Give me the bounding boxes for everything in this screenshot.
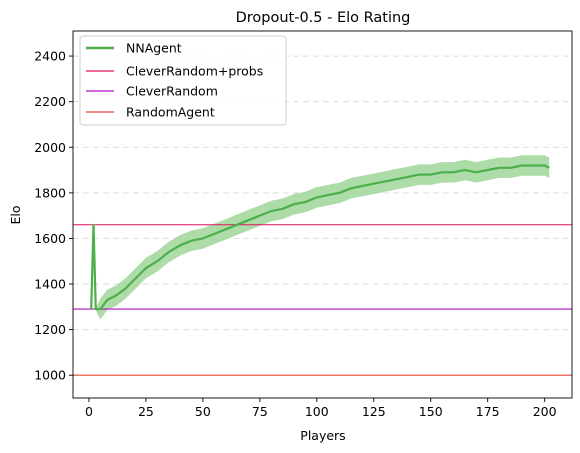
x-tick-label-200: 200 [533,404,557,419]
nnagent-line [90,164,550,311]
y-axis-ticks: 1000 1200 1400 1600 1800 2000 2200 2400 [34,49,73,383]
x-axis-title: Players [300,428,345,443]
legend-box [79,35,287,126]
y-tick-label-1800: 1800 [34,185,66,200]
nnagent-confidence-band [91,155,550,320]
legend-label-randomagent: RandomAgent [126,105,215,120]
x-tick-label-25: 25 [138,404,154,419]
x-tick-label-100: 100 [305,404,329,419]
x-tick-label-0: 0 [85,404,93,419]
legend: NNAgent CleverRandom+probs CleverRandom … [79,35,287,126]
y-tick-label-2400: 2400 [34,49,66,64]
x-axis-ticks: 0 25 50 75 100 125 150 175 200 [85,398,557,419]
y-tick-label-2000: 2000 [34,140,66,155]
nnagent-band [91,155,550,320]
y-tick-label-2200: 2200 [34,94,66,109]
legend-label-nnagent: NNAgent [126,41,182,56]
baseline-lines [73,224,572,376]
legend-label-cleverrandom-probs: CleverRandom+probs [126,64,263,79]
y-tick-label-1200: 1200 [34,322,66,337]
y-tick-label-1400: 1400 [34,277,66,292]
x-tick-label-50: 50 [195,404,211,419]
x-tick-label-175: 175 [476,404,500,419]
y-tick-label-1000: 1000 [34,368,66,383]
y-tick-label-1600: 1600 [34,231,66,246]
plot-frame [72,30,573,399]
y-axis-title: Elo [8,205,23,224]
x-tick-label-75: 75 [252,404,268,419]
legend-label-cleverrandom: CleverRandom [126,84,218,99]
x-tick-label-150: 150 [419,404,443,419]
nnagent-line-layer [90,164,550,311]
x-tick-label-125: 125 [362,404,386,419]
chart-title: Dropout-0.5 - Elo Rating [236,10,411,26]
